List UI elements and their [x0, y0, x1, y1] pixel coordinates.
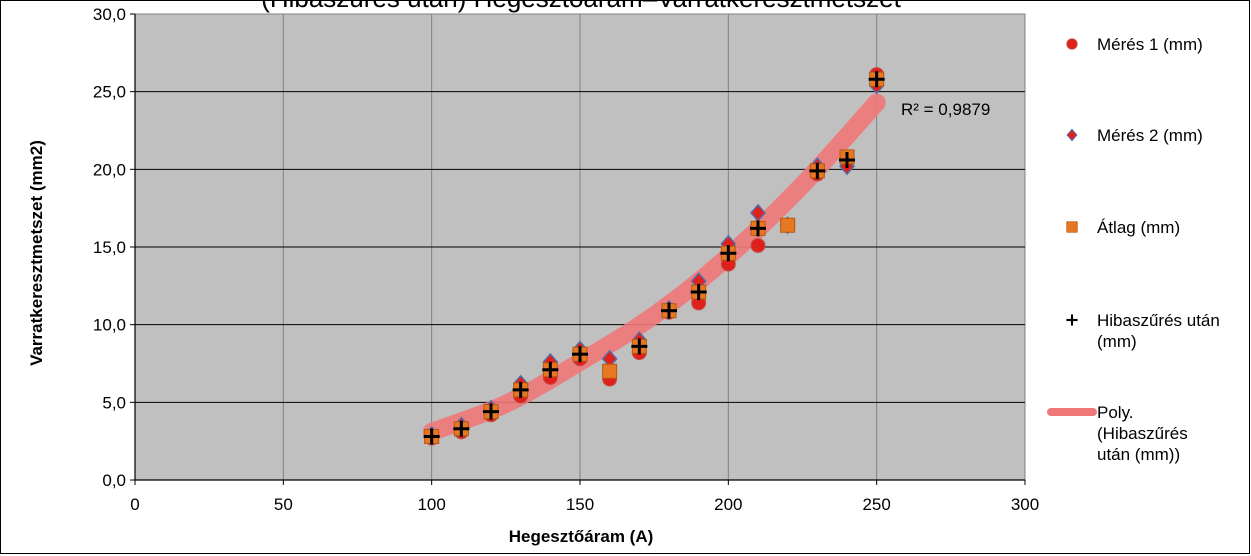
hibaszures-point	[720, 245, 737, 262]
x-tick-label: 250	[862, 495, 890, 514]
y-tick-label: 5,0	[102, 393, 126, 412]
legend-label: után (mm))	[1097, 445, 1180, 464]
legend-symbol	[1066, 128, 1078, 142]
legend-marker-circle	[1066, 38, 1078, 50]
y-tick-label: 10,0	[93, 316, 126, 335]
hibaszures-point	[453, 420, 470, 437]
legend-label: (Hibaszűrés	[1097, 424, 1188, 443]
hibaszures-point	[572, 346, 588, 363]
x-axis-title: Hegesztőáram (A)	[509, 527, 654, 546]
y-axis-title: Varratkeresztmetszet (mm2)	[27, 140, 46, 366]
hibaszures-point	[512, 381, 529, 398]
x-tick-label: 0	[130, 495, 139, 514]
legend-label: Mérés 1 (mm)	[1097, 35, 1203, 54]
x-tick-label: 100	[417, 495, 445, 514]
hibaszures-point	[839, 152, 855, 169]
legend-marker-diamond	[1066, 128, 1078, 142]
trendline	[422, 93, 886, 441]
y-tick-label: 15,0	[93, 238, 126, 257]
x-tick-label: 200	[714, 495, 742, 514]
hibaszures-point	[483, 403, 499, 420]
y-tick-label: 30,0	[93, 5, 126, 24]
y-tick-label: 25,0	[93, 83, 126, 102]
legend-label: Poly.	[1097, 403, 1134, 422]
y-tick-label: 20,0	[93, 160, 126, 179]
hibaszures-point	[631, 338, 648, 355]
hibaszures-point	[809, 162, 826, 179]
legend-label: Átlag (mm)	[1097, 218, 1180, 237]
hibaszures-point	[542, 361, 559, 378]
legend-marker-plus	[1066, 314, 1078, 326]
r-squared-annotation: R² = 0,9879	[901, 100, 990, 119]
legend-label: Mérés 2 (mm)	[1097, 126, 1203, 145]
legend-symbol	[1066, 314, 1078, 326]
legend-label: (mm)	[1097, 332, 1137, 351]
x-tick-label: 150	[566, 495, 594, 514]
y-tick-label: 0,0	[102, 471, 126, 490]
legend-marker-square	[1066, 221, 1078, 233]
hibaszures-point	[868, 71, 885, 88]
plot-area: 0 50 100 150 200 250 300 0,0 5,0 10,0 15,0 20,0 25,0…	[93, 5, 1039, 514]
hibaszures-point	[750, 220, 766, 237]
meres1-point	[750, 237, 766, 253]
legend-symbol	[1066, 221, 1078, 233]
x-tick-label: 300	[1011, 495, 1039, 514]
hibaszures-point	[661, 302, 677, 319]
legend-symbol	[1066, 38, 1078, 50]
atlag-point	[602, 363, 618, 379]
legend-label: Hibaszűrés után	[1097, 311, 1220, 330]
legend: Mérés 1 (mm) Mérés 2 (mm) Átlag (mm) Hibasz…	[1047, 35, 1220, 464]
hibaszures-point	[423, 428, 440, 445]
hibaszures-point	[690, 284, 707, 301]
chart-title: (Hibaszűrés után) Hegesztőáram–Varratker…	[261, 1, 901, 13]
x-tick-label: 50	[274, 495, 293, 514]
atlag-point	[780, 217, 796, 233]
